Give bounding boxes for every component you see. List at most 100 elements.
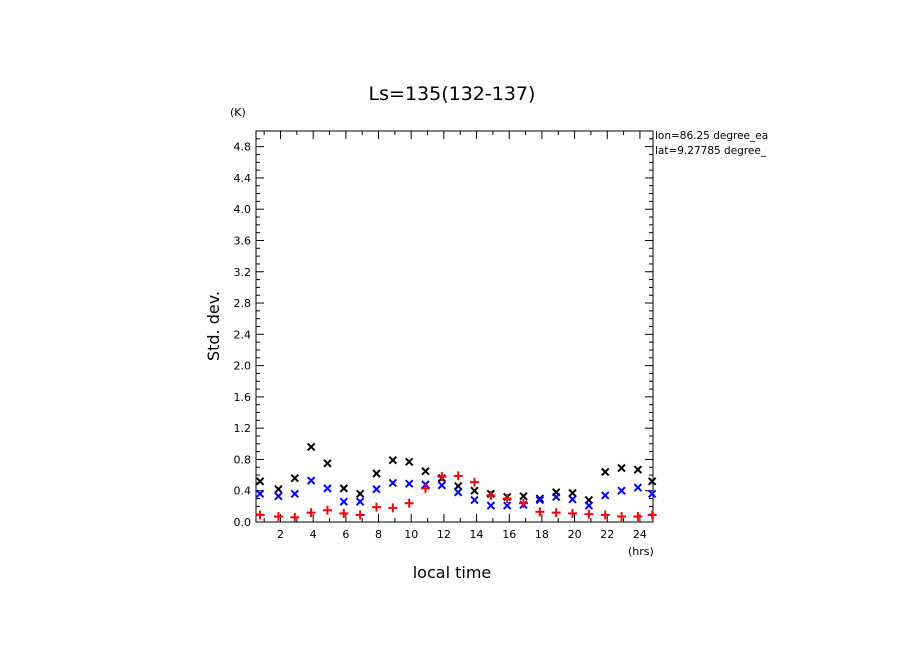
- data-point: [388, 456, 398, 465]
- marker-stroke: [584, 501, 594, 510]
- data-point: [273, 512, 283, 522]
- marker-stroke: [486, 501, 496, 510]
- y-tick-label: 2.0: [234, 360, 252, 373]
- annotation-lat: lat=9.27785 degree_: [655, 145, 767, 157]
- data-point: [339, 497, 349, 506]
- data-point: [617, 512, 627, 522]
- data-point: [453, 481, 463, 491]
- data-point: [470, 495, 479, 505]
- y-tick-label: 2.8: [234, 297, 252, 310]
- data-point: [633, 483, 643, 492]
- marker-stroke: [453, 488, 463, 497]
- marker-stroke: [388, 456, 398, 465]
- data-point: [372, 469, 381, 478]
- marker-stroke: [535, 494, 545, 503]
- marker-stroke: [535, 495, 545, 505]
- marker-stroke: [339, 497, 349, 506]
- marker-stroke: [617, 486, 626, 495]
- marker-stroke: [453, 481, 463, 491]
- data-point: [322, 505, 332, 515]
- data-point: [404, 479, 414, 488]
- data-point: [306, 442, 316, 452]
- data-point: [274, 484, 283, 494]
- marker-stroke: [355, 489, 365, 499]
- y-tick-label: 3.2: [234, 266, 252, 279]
- data-point: [290, 512, 300, 522]
- data-point: [647, 477, 657, 486]
- marker-stroke: [568, 495, 577, 504]
- chart-title: Ls=135(132-137): [369, 83, 536, 105]
- data-point: [600, 510, 610, 520]
- data-point: [601, 491, 610, 500]
- data-point: [535, 495, 545, 505]
- data-point: [437, 481, 447, 490]
- data-point: [274, 491, 283, 501]
- marker-stroke: [647, 477, 657, 486]
- data-point: [502, 501, 512, 510]
- data-point: [437, 472, 447, 482]
- data-marks: [255, 442, 657, 522]
- marker-stroke: [290, 489, 300, 499]
- data-point: [421, 466, 430, 476]
- data-point: [404, 498, 414, 508]
- marker-stroke: [388, 478, 398, 488]
- x-tick-label: 22: [600, 528, 614, 541]
- marker-stroke: [601, 491, 610, 500]
- data-point: [355, 497, 365, 506]
- marker-stroke: [306, 442, 316, 452]
- data-point: [404, 457, 414, 466]
- data-point: [290, 489, 300, 499]
- marker-stroke: [601, 467, 610, 477]
- data-point: [372, 484, 381, 494]
- x-tick-label: 10: [404, 528, 418, 541]
- marker-stroke: [437, 481, 447, 490]
- x-tick-label: 24: [633, 528, 647, 541]
- data-point: [601, 467, 610, 477]
- data-point: [647, 489, 657, 499]
- data-point: [551, 492, 561, 502]
- data-point: [584, 509, 594, 519]
- data-point: [371, 502, 381, 512]
- data-point: [355, 510, 365, 520]
- y-tick-label: 4.8: [234, 141, 252, 154]
- axis-ticks: 2 4 6 8 10 12 14 16 18 20 22 240.00.40.81.21.62.02.…: [234, 130, 653, 541]
- marker-stroke: [339, 484, 349, 493]
- data-point: [502, 494, 512, 504]
- data-point: [290, 474, 300, 483]
- marker-stroke: [568, 488, 577, 498]
- y-tick-label: 0.0: [234, 516, 252, 529]
- x-tick-label: 12: [437, 528, 451, 541]
- data-point: [339, 508, 349, 518]
- x-tick-label: 6: [342, 528, 349, 541]
- marker-stroke: [470, 495, 479, 505]
- data-point: [535, 507, 545, 517]
- y-tick-label: 3.6: [234, 234, 252, 247]
- y-tick-label: 4.0: [234, 203, 252, 216]
- x-tick-label: 2: [277, 528, 284, 541]
- data-point: [584, 501, 594, 510]
- x-unit-label: (hrs): [628, 545, 654, 558]
- data-point: [355, 489, 365, 499]
- y-tick-label: 1.6: [234, 391, 252, 404]
- marker-stroke: [355, 497, 365, 506]
- plot-frame: [255, 130, 654, 523]
- marker-stroke: [274, 484, 283, 494]
- marker-stroke: [633, 465, 643, 474]
- data-point: [647, 510, 657, 520]
- data-point: [568, 488, 577, 498]
- marker-stroke: [470, 486, 479, 495]
- data-point: [388, 503, 398, 513]
- data-point: [339, 484, 349, 493]
- y-tick-label: 0.4: [234, 485, 252, 498]
- y-unit-label: (K): [230, 106, 246, 119]
- marker-stroke: [372, 484, 381, 494]
- marker-stroke: [255, 489, 265, 499]
- data-point: [486, 501, 496, 510]
- marker-stroke: [647, 489, 657, 499]
- data-point: [633, 512, 643, 522]
- x-tick-label: 18: [535, 528, 549, 541]
- annotation-lon: lon=86.25 degree_ea: [655, 130, 768, 142]
- data-point: [551, 508, 561, 518]
- y-tick-label: 0.8: [234, 453, 252, 466]
